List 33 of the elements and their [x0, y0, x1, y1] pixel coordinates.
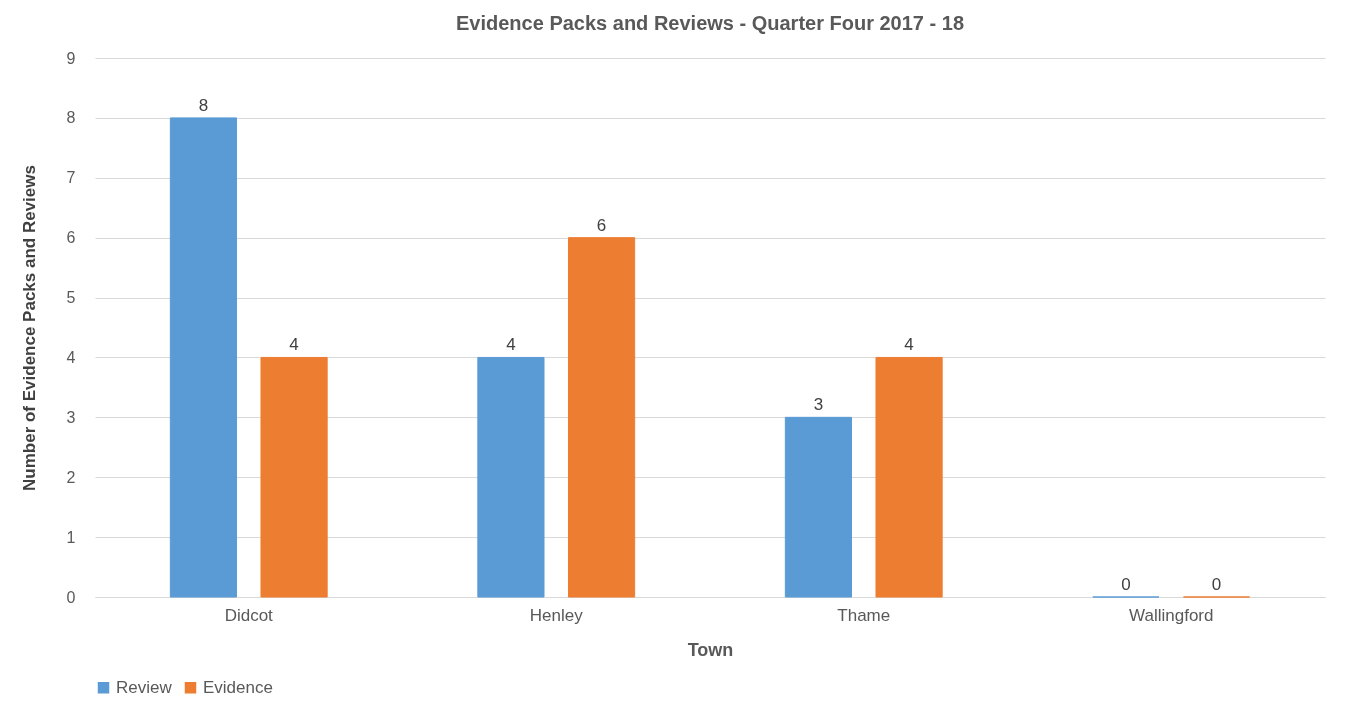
x-tick-label: Didcot: [224, 605, 274, 625]
y-tick-label: 1: [66, 528, 76, 546]
data-label: 4: [506, 335, 516, 355]
data-label: 8: [198, 95, 209, 115]
y-tick-label: 6: [66, 229, 76, 247]
y-tick-label: 8: [66, 109, 76, 127]
bar: [169, 117, 238, 598]
y-tick-label: 4: [66, 348, 76, 366]
y-tick-label: 2: [66, 468, 76, 486]
data-label: 0: [1211, 575, 1222, 594]
chart-title: Evidence Packs and Reviews - Quarter Four 2017 - 18: [455, 12, 965, 34]
data-label: 6: [596, 215, 607, 235]
bar: [567, 237, 636, 598]
bar: [784, 416, 853, 598]
y-tick-label: 9: [66, 49, 76, 67]
y-tick-label: 0: [66, 588, 76, 606]
legend-label: Evidence: [203, 677, 273, 697]
x-tick-label: Henley: [529, 605, 584, 625]
bar: [477, 356, 545, 598]
data-label: 3: [813, 395, 824, 415]
bar: [260, 356, 328, 598]
y-tick-label: 5: [66, 289, 76, 307]
x-tick-label: Wallingford: [1129, 605, 1214, 625]
y-tick-label: 7: [66, 169, 76, 187]
y-axis-title: Number of Evidence Packs and Reviews: [19, 165, 39, 491]
data-label: 4: [904, 335, 914, 355]
legend-label: Review: [116, 677, 173, 697]
x-tick-label: Thame: [837, 605, 891, 625]
data-label: 0: [1121, 575, 1131, 594]
data-label: 4: [289, 335, 299, 355]
bar: [875, 356, 943, 598]
y-tick-label: 3: [66, 408, 76, 426]
x-axis-title: Town: [687, 639, 734, 660]
